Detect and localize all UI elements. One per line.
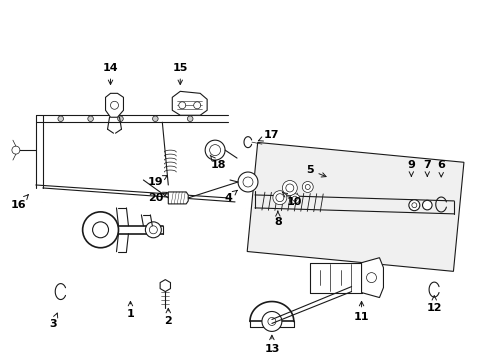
Text: 4: 4 xyxy=(224,190,237,203)
Circle shape xyxy=(292,196,297,201)
Circle shape xyxy=(243,177,252,187)
Text: 8: 8 xyxy=(273,211,281,227)
Text: 1: 1 xyxy=(126,301,134,319)
Circle shape xyxy=(145,222,161,238)
Circle shape xyxy=(305,184,309,189)
Text: 14: 14 xyxy=(102,63,118,85)
Circle shape xyxy=(179,102,185,109)
Circle shape xyxy=(110,101,118,109)
Circle shape xyxy=(289,194,299,204)
Text: 19: 19 xyxy=(147,176,167,187)
Circle shape xyxy=(92,222,108,238)
Circle shape xyxy=(285,184,293,192)
Text: 15: 15 xyxy=(172,63,187,85)
Polygon shape xyxy=(105,93,123,117)
Polygon shape xyxy=(172,91,207,115)
Circle shape xyxy=(262,311,281,332)
Text: 12: 12 xyxy=(426,296,441,312)
Circle shape xyxy=(272,191,286,204)
Circle shape xyxy=(149,226,157,234)
Text: 20: 20 xyxy=(147,192,167,203)
Text: 16: 16 xyxy=(11,195,28,210)
Circle shape xyxy=(411,203,416,208)
Polygon shape xyxy=(168,192,188,204)
Polygon shape xyxy=(247,143,463,271)
Circle shape xyxy=(267,318,275,325)
Circle shape xyxy=(238,172,258,192)
Circle shape xyxy=(12,146,20,154)
Text: 6: 6 xyxy=(436,160,444,177)
Circle shape xyxy=(88,116,93,122)
Text: 2: 2 xyxy=(164,309,172,327)
Circle shape xyxy=(209,145,220,156)
Circle shape xyxy=(302,181,313,193)
Text: 9: 9 xyxy=(407,160,414,176)
Polygon shape xyxy=(361,258,383,298)
Circle shape xyxy=(205,140,224,160)
Text: 7: 7 xyxy=(423,160,430,176)
Circle shape xyxy=(193,102,200,109)
Circle shape xyxy=(408,200,419,211)
Polygon shape xyxy=(160,280,170,292)
Circle shape xyxy=(366,273,376,283)
Circle shape xyxy=(422,200,431,210)
Circle shape xyxy=(282,180,297,195)
Text: 11: 11 xyxy=(353,301,368,323)
Text: 10: 10 xyxy=(282,192,302,207)
Circle shape xyxy=(118,116,123,122)
Circle shape xyxy=(152,116,158,122)
Circle shape xyxy=(82,212,118,248)
Text: 17: 17 xyxy=(258,130,279,141)
Text: 3: 3 xyxy=(49,313,58,329)
Text: 13: 13 xyxy=(264,335,279,354)
Text: 18: 18 xyxy=(210,155,225,170)
Circle shape xyxy=(187,116,193,122)
Text: 5: 5 xyxy=(305,165,325,177)
Circle shape xyxy=(275,194,283,202)
Circle shape xyxy=(58,116,63,122)
